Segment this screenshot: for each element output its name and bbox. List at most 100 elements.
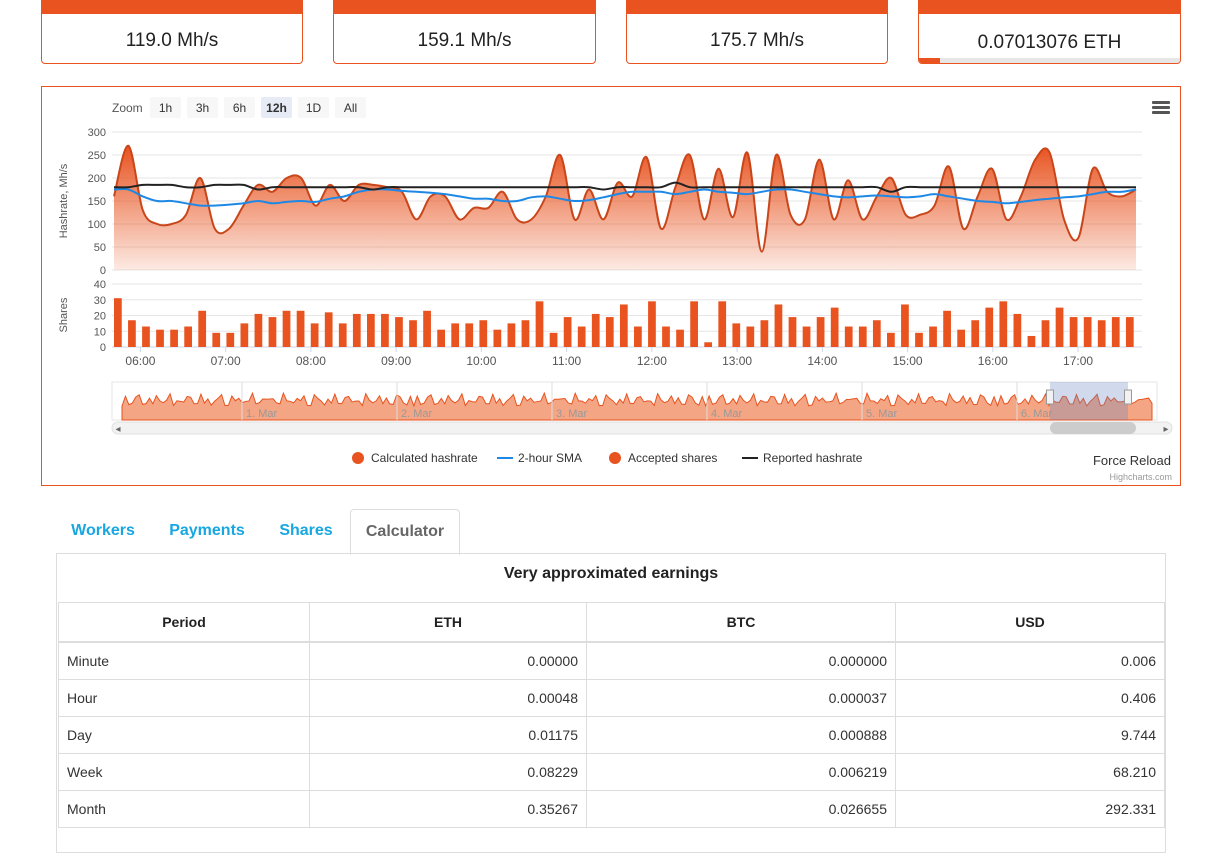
cell-eth: 0.35267: [309, 790, 587, 828]
chart-svg: Zoom 1h 3h 6h 12h 1D All050100150200250300Hash…: [58, 97, 1173, 482]
share-bar: [198, 310, 207, 347]
table-header-row: Period ETH BTC USD: [58, 602, 1165, 643]
share-bar: [929, 326, 937, 347]
share-bar: [662, 326, 670, 347]
cell-eth: 0.08229: [309, 753, 587, 791]
legend-item-label[interactable]: Reported hashrate: [763, 451, 863, 465]
share-bar: [760, 320, 769, 347]
share-bar: [535, 301, 544, 347]
cell-period: Day: [58, 716, 310, 754]
stat-card-hashrate: Hashrate 119.0 Mh/s: [41, 0, 303, 64]
chart-menu-icon[interactable]: [1152, 101, 1170, 116]
share-bar: [156, 329, 164, 347]
share-bar: [409, 320, 417, 347]
zoom-button-1h[interactable]: [150, 97, 181, 118]
navigator-label: 1. Mar: [246, 408, 278, 420]
card-value: 119.0 Mh/s: [125, 30, 219, 51]
navigator-series: [121, 391, 1153, 421]
legend-dot-symbol: [609, 452, 621, 464]
share-bar: [521, 320, 530, 347]
cell-usd: 9.744: [895, 716, 1165, 754]
hashrate-tick-label: 0: [100, 265, 106, 277]
table-row: Hour 0.00048 0.000037 0.406: [58, 679, 1165, 717]
cell-btc: 0.000888: [586, 716, 896, 754]
zoom-button-1D[interactable]: [298, 97, 329, 118]
zoom-button-12h[interactable]: [261, 97, 292, 118]
navigator-handle[interactable]: [1124, 389, 1132, 405]
stat-card-balance: 0.07013076 ETH: [918, 0, 1181, 64]
scrollbar-thumb[interactable]: [1050, 422, 1136, 434]
time-tick-label: 10:00: [466, 354, 496, 368]
force-reload-button[interactable]: Force Reload: [1093, 453, 1171, 468]
calculator-panel: Very approximated earnings Period ETH BT…: [56, 553, 1166, 853]
zoom-button-6h[interactable]: [224, 97, 255, 118]
shares-tick-label: 10: [94, 326, 106, 338]
zoom-button-label: 6h: [233, 101, 246, 115]
hashrate-tick-label: 150: [88, 196, 106, 208]
share-bar: [830, 307, 839, 347]
share-bar: [788, 317, 797, 347]
scroll-right-icon: ▸: [1163, 424, 1168, 435]
sma-line: [113, 187, 1137, 207]
share-bar: [381, 313, 389, 347]
cell-usd: 292.331: [895, 790, 1165, 828]
stat-card-6h: for last 6 hours 159.1 Mh/s: [333, 0, 596, 64]
share-bar: [128, 320, 136, 347]
tab-workers[interactable]: Workers: [71, 522, 135, 539]
share-bar: [479, 320, 488, 347]
cell-period: Week: [58, 753, 310, 791]
zoom-button-All[interactable]: [335, 97, 366, 118]
share-bar: [943, 310, 951, 347]
share-bar: [1111, 317, 1120, 347]
navigator-handle[interactable]: [1046, 389, 1054, 405]
shares-tick-label: 40: [94, 279, 106, 291]
share-bar: [704, 342, 713, 347]
zoom-button-label: 3h: [196, 101, 209, 115]
share-bar: [1125, 317, 1134, 347]
earnings-table: Period ETH BTC USD Minute 0.00000 0.0000…: [58, 602, 1165, 828]
share-bar: [310, 323, 319, 347]
legend-item-label[interactable]: Accepted shares: [628, 451, 717, 465]
scroll-left-icon: ◂: [115, 424, 120, 435]
hashrate-tick-label: 50: [94, 242, 106, 254]
share-bar: [915, 332, 923, 347]
card-header: [919, 0, 1180, 14]
zoom-button-label: 1h: [159, 101, 172, 115]
tab-shares[interactable]: Shares: [279, 522, 333, 539]
share-bar: [732, 323, 741, 347]
share-bar: [465, 323, 474, 347]
navigator-selection[interactable]: [1050, 382, 1128, 420]
zoom-button-3h[interactable]: [187, 97, 218, 118]
share-bar: [676, 329, 684, 347]
share-bar: [240, 323, 249, 347]
share-bar: [634, 326, 642, 347]
payout-progress-bar: [919, 58, 1180, 63]
share-bar: [549, 332, 558, 347]
column-header-period: Period: [58, 602, 310, 643]
column-header-btc: BTC: [586, 602, 896, 643]
legend-item-label[interactable]: Calculated hashrate: [371, 451, 478, 465]
shares-axis-label: Shares: [58, 297, 70, 332]
share-bar: [423, 310, 431, 347]
legend-item-label[interactable]: 2-hour SMA: [518, 451, 582, 465]
cell-period: Hour: [58, 679, 310, 717]
share-bar: [1069, 317, 1078, 347]
highcharts-credit[interactable]: Highcharts.com: [1109, 472, 1172, 482]
share-bar: [395, 317, 403, 347]
share-bar: [985, 307, 994, 347]
table-row: Minute 0.00000 0.000000 0.006: [58, 641, 1165, 680]
cell-eth: 0.01175: [309, 716, 587, 754]
calculated-hashrate-line: [113, 144, 1137, 253]
share-bar: [648, 301, 656, 347]
cell-period: Minute: [58, 641, 310, 680]
navigator-scrollbar[interactable]: [111, 421, 1173, 435]
share-bar: [170, 329, 178, 347]
tab-calculator[interactable]: Calculator: [350, 509, 460, 555]
share-bar: [844, 326, 853, 347]
shares-tick-label: 20: [94, 311, 106, 323]
share-bar: [872, 320, 881, 347]
share-bar: [254, 313, 263, 347]
share-bar: [1055, 307, 1064, 347]
tab-payments[interactable]: Payments: [169, 522, 245, 539]
share-bar: [563, 317, 572, 347]
